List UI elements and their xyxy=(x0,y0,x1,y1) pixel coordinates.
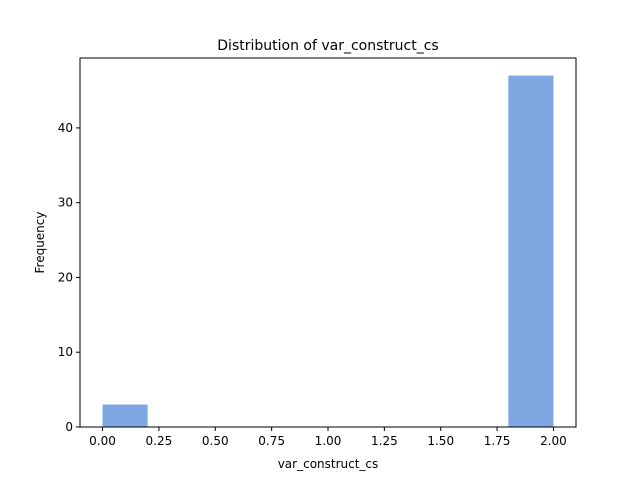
y-tick-label: 20 xyxy=(58,270,73,284)
histogram-bar-9 xyxy=(508,75,554,427)
x-tick-label: 0.50 xyxy=(202,434,229,448)
bars-layer xyxy=(102,75,554,427)
y-tick-label: 0 xyxy=(65,420,73,434)
y-ticks: 0 10 20 30 40 xyxy=(58,121,80,434)
x-tick-label: 1.50 xyxy=(427,434,454,448)
x-tick-label: 1.75 xyxy=(484,434,511,448)
histogram-bar-0 xyxy=(102,404,148,427)
y-tick-label: 40 xyxy=(58,121,73,135)
x-ticks: 0.00 0.25 0.50 0.75 1.00 1.25 1.50 1.75 2.00 xyxy=(89,427,567,448)
x-tick-label: 0.25 xyxy=(146,434,173,448)
x-tick-label: 0.75 xyxy=(258,434,285,448)
chart-title: Distribution of var_construct_cs xyxy=(217,38,438,54)
x-axis-label: var_construct_cs xyxy=(278,457,379,471)
y-tick-label: 30 xyxy=(58,196,73,210)
x-tick-label: 2.00 xyxy=(540,434,567,448)
x-tick-label: 1.25 xyxy=(371,434,398,448)
y-tick-label: 10 xyxy=(58,345,73,359)
x-tick-label: 0.00 xyxy=(89,434,116,448)
y-axis-label: Frequency xyxy=(33,212,47,274)
x-tick-label: 1.00 xyxy=(315,434,342,448)
